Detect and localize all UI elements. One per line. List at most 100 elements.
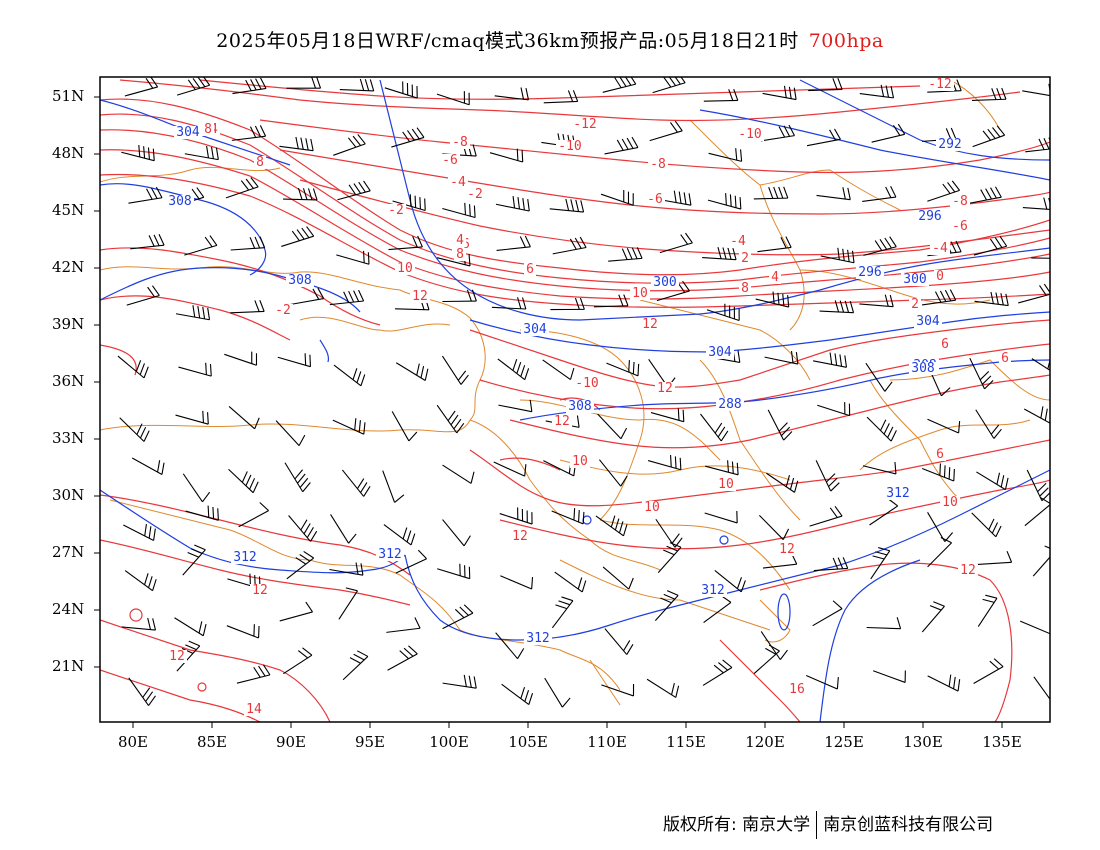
svg-text:8: 8	[456, 247, 464, 262]
wind-barb	[805, 674, 839, 690]
wind-barb	[185, 505, 219, 521]
wind-barb	[441, 355, 469, 385]
wind-barb	[387, 645, 418, 671]
wind-barb	[231, 125, 267, 141]
svg-text:16: 16	[789, 682, 805, 697]
svg-text:-6: -6	[952, 219, 968, 234]
wind-barb	[973, 658, 1004, 684]
wind-barb	[706, 303, 740, 322]
wind-barb	[225, 177, 259, 199]
geopotential-contour-label: 308	[286, 273, 314, 288]
temperature-contour-label: 12	[655, 381, 675, 396]
svg-text:10: 10	[572, 454, 588, 469]
wind-barb	[128, 186, 163, 204]
wind-barb	[813, 557, 849, 572]
wind-barb	[329, 562, 364, 576]
wind-barb	[436, 404, 465, 434]
svg-text:308: 308	[911, 361, 934, 376]
temperature-contour-label: -10	[573, 376, 601, 391]
wind-barb	[342, 650, 369, 681]
temperature-contour-label: 12	[167, 649, 187, 664]
wind-barb	[974, 291, 1009, 307]
wind-barb	[604, 628, 634, 655]
wind-barb	[284, 462, 311, 493]
temperature-contour-label: -10	[556, 139, 584, 154]
lon-label: 105E	[508, 733, 548, 751]
wind-barb	[549, 198, 585, 213]
svg-text:6: 6	[1001, 351, 1009, 366]
wind-barb	[602, 566, 634, 590]
company-name: 南京创蓝科技有限公司	[823, 815, 994, 835]
wind-barb	[130, 234, 165, 250]
wind-barb	[131, 457, 165, 475]
svg-text:-8: -8	[952, 194, 968, 209]
wind-barb	[383, 524, 416, 546]
wind-barb	[288, 515, 318, 542]
wind-barb	[442, 674, 477, 689]
wind-barb	[606, 360, 640, 377]
svg-text:-8: -8	[650, 157, 666, 172]
lon-label: 120E	[745, 733, 785, 751]
wind-barb	[657, 542, 682, 573]
wind-barb	[283, 187, 318, 201]
svg-text:-2: -2	[275, 303, 291, 318]
lon-label: 80E	[117, 733, 149, 751]
wind-barb	[277, 353, 312, 368]
svg-text:14: 14	[246, 702, 262, 717]
lat-label: 33N	[52, 429, 85, 447]
temperature-label-layer: -12-12-10-10-8-8-8-6-6-6-6-4-4-4-4-2-202…	[167, 77, 1011, 717]
geopotential-contour-label: 304	[521, 322, 549, 337]
wind-barb	[700, 413, 729, 442]
temperature-contour-label: -6	[440, 153, 460, 168]
wind-barb	[654, 590, 679, 621]
wind-barb	[973, 235, 1008, 256]
svg-text:12: 12	[169, 649, 185, 664]
wind-barb	[595, 515, 628, 537]
temperature-contour-label: 10	[642, 500, 662, 515]
wind-barb	[820, 247, 855, 264]
temperature-contour-label: 2	[739, 251, 751, 266]
lat-label: 42N	[52, 258, 85, 276]
wind-barb	[866, 416, 897, 442]
svg-text:10: 10	[644, 500, 660, 515]
wind-barb	[554, 571, 587, 593]
svg-text:12: 12	[512, 529, 528, 544]
svg-text:-12: -12	[573, 117, 596, 132]
wind-barb	[442, 202, 476, 219]
wind-barb	[859, 84, 895, 99]
geopotential-contour-label: 304	[914, 314, 942, 329]
wind-barb	[714, 570, 746, 593]
svg-text:10: 10	[397, 261, 413, 276]
wind-barb	[972, 125, 1006, 148]
wind-barb	[862, 186, 897, 202]
wind-barb	[767, 409, 793, 441]
lon-label: 130E	[903, 733, 943, 751]
wind-barb	[497, 358, 530, 381]
svg-text:12: 12	[779, 542, 795, 557]
temperature-contour-label: 14	[244, 702, 264, 717]
temperature-contour-label: -2	[465, 187, 485, 202]
wind-barb	[281, 226, 315, 247]
wind-barb	[182, 473, 211, 503]
wind-barb	[859, 294, 894, 308]
svg-text:312: 312	[378, 547, 401, 562]
temperature-contour-label: -8	[648, 157, 668, 172]
svg-text:-4: -4	[932, 241, 948, 256]
lon-label: 85E	[196, 733, 228, 751]
geopotential-contour-label: 308	[166, 194, 194, 209]
lat-label: 30N	[52, 486, 85, 504]
wind-barb	[707, 193, 742, 210]
wind-barb	[866, 617, 902, 630]
wind-barb	[236, 664, 271, 684]
lon-label: 110E	[587, 733, 627, 751]
wind-barb	[230, 236, 266, 251]
wind-barb	[286, 550, 315, 580]
wind-barb	[551, 508, 585, 525]
copyright-footer: 版权所有: 南京大学 南京创蓝科技有限公司	[663, 810, 993, 839]
wind-barb	[491, 297, 527, 310]
wind-barb	[1031, 257, 1050, 259]
wind-barb	[128, 677, 156, 706]
temperature-contour-label: 12	[410, 289, 430, 304]
wind-barb	[442, 519, 471, 547]
wind-barb	[927, 418, 961, 434]
